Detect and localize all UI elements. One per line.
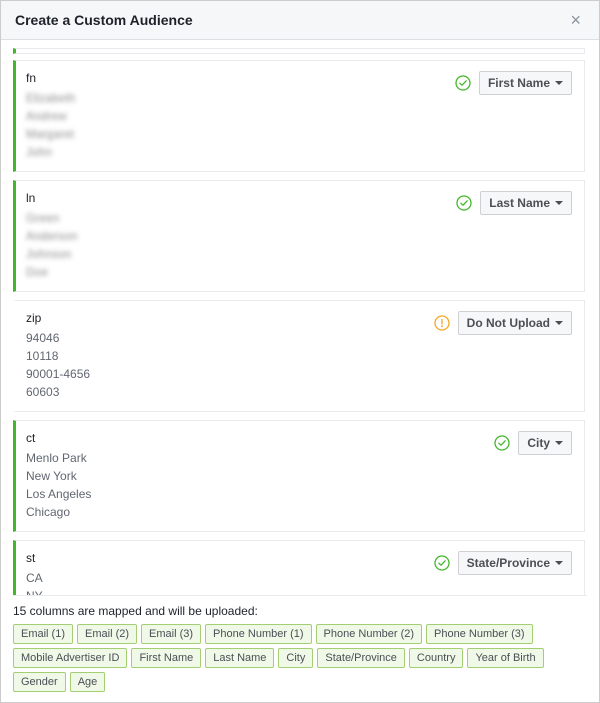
mapped-column-tag: Phone Number (3) — [426, 624, 533, 644]
chevron-down-icon — [555, 561, 563, 565]
mapped-column-tag: Year of Birth — [467, 648, 543, 668]
dropdown-label: City — [527, 436, 550, 450]
custom-audience-modal: Create a Custom Audience × fn ElizabethAn… — [0, 0, 600, 703]
field-mapping-card: zip 940461011890001-465660603 Do Not Uploa… — [13, 300, 585, 412]
field-mapping-card: st CANYCAIL State/Province — [13, 540, 585, 595]
chevron-down-icon — [555, 441, 563, 445]
field-controls: First Name — [455, 71, 572, 95]
column-header-label: st — [26, 551, 424, 565]
checkmark-circle-icon — [456, 195, 472, 211]
field-controls: State/Province — [434, 551, 572, 575]
mapped-column-tag: Email (3) — [141, 624, 201, 644]
mapped-columns-summary: 15 columns are mapped and will be upload… — [13, 595, 587, 702]
sample-values: Menlo ParkNew YorkLos AngelesChicago — [26, 449, 484, 521]
checkmark-circle-icon — [494, 435, 510, 451]
field-type-dropdown[interactable]: State/Province — [458, 551, 572, 575]
warning-circle-icon — [434, 315, 450, 331]
column-header-label: ln — [26, 191, 446, 205]
field-controls: Do Not Upload — [434, 311, 572, 335]
field-data-preview: st CANYCAIL — [26, 551, 424, 595]
column-header-label: zip — [26, 311, 424, 325]
mapped-column-tag: City — [278, 648, 313, 668]
mapped-column-tag: Mobile Advertiser ID — [13, 648, 127, 668]
field-type-dropdown[interactable]: First Name — [479, 71, 572, 95]
mapped-column-tag: Phone Number (1) — [205, 624, 312, 644]
checkmark-circle-icon — [455, 75, 471, 91]
modal-body: fn ElizabethAndrewMargaretJohn First Name l… — [1, 40, 599, 702]
mapped-columns-tags: Email (1)Email (2)Email (3)Phone Number … — [13, 624, 587, 692]
chevron-down-icon — [555, 321, 563, 325]
dropdown-label: Do Not Upload — [467, 316, 550, 330]
sample-values: GreenAndersonJohnsonDoe — [26, 209, 446, 281]
field-type-dropdown[interactable]: Last Name — [480, 191, 572, 215]
modal-title: Create a Custom Audience — [15, 12, 193, 28]
field-data-preview: fn ElizabethAndrewMargaretJohn — [26, 71, 445, 161]
field-mapping-card: ln GreenAndersonJohnsonDoe Last Name — [13, 180, 585, 292]
mapped-column-tag: Country — [409, 648, 464, 668]
column-header-label: ct — [26, 431, 484, 445]
field-mapping-card: fn ElizabethAndrewMargaretJohn First Name — [13, 60, 585, 172]
close-icon[interactable]: × — [566, 11, 585, 29]
field-controls: City — [494, 431, 572, 455]
mapped-column-tag: Email (2) — [77, 624, 137, 644]
chevron-down-icon — [555, 201, 563, 205]
field-type-dropdown[interactable]: City — [518, 431, 572, 455]
column-header-label: fn — [26, 71, 445, 85]
sample-values: ElizabethAndrewMargaretJohn — [26, 89, 445, 161]
mapped-column-tag: Last Name — [205, 648, 274, 668]
field-data-preview: ct Menlo ParkNew YorkLos AngelesChicago — [26, 431, 484, 521]
chevron-down-icon — [555, 81, 563, 85]
dropdown-label: First Name — [488, 76, 550, 90]
field-data-preview: zip 940461011890001-465660603 — [26, 311, 424, 401]
field-mapping-list[interactable]: fn ElizabethAndrewMargaretJohn First Name l… — [13, 48, 587, 595]
field-controls: Last Name — [456, 191, 572, 215]
field-mapping-card: ct Menlo ParkNew YorkLos AngelesChicago Ci… — [13, 420, 585, 532]
field-type-dropdown[interactable]: Do Not Upload — [458, 311, 572, 335]
mapped-column-tag: Gender — [13, 672, 66, 692]
mapped-column-tag: Email (1) — [13, 624, 73, 644]
sample-values: 940461011890001-465660603 — [26, 329, 424, 401]
mapped-column-tag: State/Province — [317, 648, 405, 668]
dropdown-label: State/Province — [467, 556, 550, 570]
checkmark-circle-icon — [434, 555, 450, 571]
mapped-column-tag: Age — [70, 672, 106, 692]
mapped-column-tag: First Name — [131, 648, 201, 668]
summary-heading: 15 columns are mapped and will be upload… — [13, 604, 587, 618]
sample-values: CANYCAIL — [26, 569, 424, 595]
field-data-preview: ln GreenAndersonJohnsonDoe — [26, 191, 446, 281]
dropdown-label: Last Name — [489, 196, 550, 210]
previous-field-strip — [13, 48, 585, 54]
modal-header: Create a Custom Audience × — [1, 1, 599, 40]
mapped-column-tag: Phone Number (2) — [316, 624, 423, 644]
